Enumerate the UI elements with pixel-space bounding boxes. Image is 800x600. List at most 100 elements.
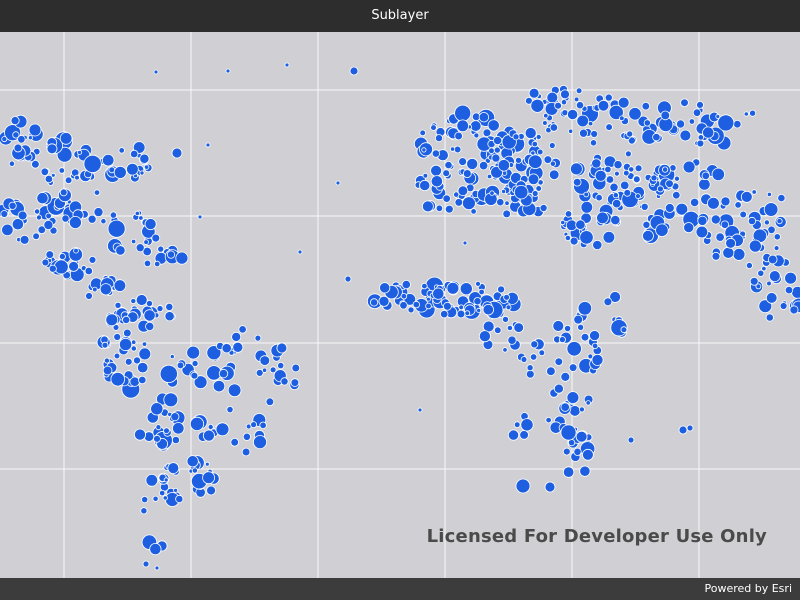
city-point[interactable]: [655, 223, 669, 237]
city-point[interactable]: [489, 190, 495, 196]
city-point[interactable]: [627, 436, 635, 444]
city-point[interactable]: [225, 68, 231, 74]
city-point[interactable]: [749, 109, 757, 117]
city-point[interactable]: [113, 279, 127, 292]
city-point[interactable]: [431, 149, 440, 158]
city-point[interactable]: [124, 357, 133, 366]
city-point[interactable]: [19, 234, 30, 245]
city-point[interactable]: [77, 149, 83, 155]
city-point[interactable]: [250, 421, 258, 429]
city-point[interactable]: [585, 400, 591, 406]
city-point[interactable]: [101, 341, 109, 349]
city-point[interactable]: [430, 124, 437, 131]
city-point[interactable]: [241, 447, 251, 457]
city-point[interactable]: [602, 231, 616, 244]
city-point[interactable]: [202, 471, 216, 485]
city-point[interactable]: [530, 150, 536, 156]
city-point[interactable]: [399, 301, 408, 310]
city-point[interactable]: [101, 153, 115, 167]
city-point[interactable]: [620, 326, 628, 334]
city-point[interactable]: [672, 190, 681, 200]
city-point[interactable]: [620, 180, 630, 191]
city-point[interactable]: [560, 424, 577, 441]
city-point[interactable]: [763, 219, 770, 226]
city-point[interactable]: [276, 342, 288, 354]
city-point[interactable]: [777, 194, 786, 203]
city-point[interactable]: [68, 215, 82, 229]
city-point[interactable]: [711, 251, 721, 261]
city-point[interactable]: [739, 210, 747, 219]
city-point[interactable]: [476, 307, 482, 313]
city-point[interactable]: [564, 210, 573, 218]
city-point[interactable]: [515, 478, 531, 494]
city-point[interactable]: [173, 487, 179, 493]
city-point[interactable]: [153, 69, 159, 75]
city-point[interactable]: [784, 285, 794, 295]
city-point[interactable]: [493, 146, 501, 154]
city-point[interactable]: [85, 292, 93, 300]
city-point[interactable]: [686, 424, 694, 432]
city-point[interactable]: [191, 359, 199, 367]
city-point[interactable]: [478, 111, 490, 123]
city-point[interactable]: [576, 114, 589, 128]
city-point[interactable]: [291, 363, 301, 373]
city-point[interactable]: [530, 340, 539, 349]
city-point[interactable]: [696, 101, 704, 109]
city-point[interactable]: [650, 174, 658, 182]
city-point[interactable]: [12, 131, 20, 139]
city-point[interactable]: [206, 485, 217, 496]
city-point[interactable]: [725, 237, 736, 249]
city-point[interactable]: [186, 455, 199, 468]
city-point[interactable]: [475, 280, 481, 287]
city-point[interactable]: [164, 311, 175, 322]
city-point[interactable]: [461, 196, 476, 211]
city-point[interactable]: [487, 119, 500, 132]
city-point[interactable]: [580, 201, 594, 214]
city-point[interactable]: [130, 238, 137, 245]
city-point[interactable]: [378, 295, 390, 307]
city-point[interactable]: [680, 98, 689, 107]
city-point[interactable]: [32, 232, 40, 241]
city-point[interactable]: [743, 111, 749, 117]
city-point[interactable]: [205, 142, 211, 148]
city-point[interactable]: [159, 364, 178, 383]
city-point[interactable]: [660, 110, 671, 121]
city-point[interactable]: [652, 132, 661, 142]
city-point[interactable]: [453, 191, 460, 198]
city-point[interactable]: [105, 313, 119, 327]
city-point[interactable]: [563, 324, 572, 333]
city-point[interactable]: [755, 283, 762, 290]
city-point[interactable]: [135, 294, 148, 306]
city-point[interactable]: [572, 177, 582, 187]
city-point[interactable]: [580, 332, 590, 342]
city-point[interactable]: [93, 207, 104, 218]
city-point[interactable]: [110, 371, 126, 387]
city-point[interactable]: [149, 542, 162, 556]
city-point[interactable]: [575, 87, 583, 95]
city-point[interactable]: [682, 160, 696, 174]
city-point[interactable]: [579, 128, 589, 138]
city-point[interactable]: [41, 258, 50, 267]
city-point[interactable]: [109, 211, 118, 219]
city-point[interactable]: [349, 66, 359, 76]
city-point[interactable]: [84, 266, 93, 276]
city-point[interactable]: [464, 310, 471, 317]
city-point[interactable]: [776, 218, 783, 225]
city-point[interactable]: [99, 283, 113, 296]
city-point[interactable]: [8, 160, 15, 167]
city-point[interactable]: [698, 178, 711, 191]
city-point[interactable]: [421, 147, 427, 153]
city-point[interactable]: [238, 325, 247, 334]
city-point[interactable]: [171, 435, 180, 445]
city-point[interactable]: [335, 180, 341, 186]
city-point[interactable]: [68, 247, 84, 262]
city-point[interactable]: [145, 321, 155, 331]
city-point[interactable]: [641, 101, 650, 111]
city-point[interactable]: [506, 324, 513, 332]
city-point[interactable]: [544, 481, 556, 493]
city-point[interactable]: [612, 192, 619, 199]
city-point[interactable]: [100, 218, 107, 225]
city-point[interactable]: [539, 203, 548, 212]
city-point[interactable]: [758, 299, 773, 314]
city-point[interactable]: [643, 119, 651, 127]
